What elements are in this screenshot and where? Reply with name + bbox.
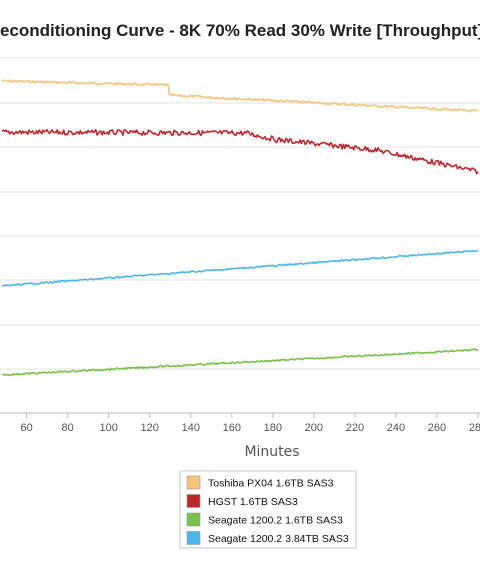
legend-swatch [186,531,201,545]
legend-swatch [186,512,201,527]
legend-swatch [186,475,201,490]
series-lines [1,79,479,377]
legend: Toshiba PX04 1.6TB SAS3 HGST 1.6TB SAS3 Se… [179,470,357,549]
legend-swatch [186,494,201,508]
x-tick-label: 140 [182,422,200,434]
series-line [1,348,479,377]
legend-label: HGST 1.6TB SAS3 [208,496,298,508]
x-tick-label: 220 [346,422,364,434]
x-tick-label: 80 [62,422,74,434]
x-tick-label: 280 [469,422,480,434]
gridlines [0,57,480,370]
x-tick-label: 180 [264,422,282,434]
x-tick-label: 100 [100,422,118,434]
x-tick-label: 260 [428,422,446,434]
series-line [1,128,479,175]
series-line [1,79,479,113]
series-line [1,249,479,287]
x-tick-label: 60 [20,422,32,434]
legend-box [179,470,357,549]
chart-title: Preconditioning Curve - 8K 70% Read 30% … [0,21,480,40]
x-tick-label: 160 [223,422,241,434]
legend-label: Seagate 1200.2 3.84TB SAS3 [208,533,349,545]
legend-label: Toshiba PX04 1.6TB SAS3 [208,478,334,490]
legend-label: Seagate 1200.2 1.6TB SAS3 [208,515,343,527]
x-tick-label: 120 [141,422,159,434]
x-axis-label: Minutes [244,444,299,460]
x-tick-label: 200 [305,422,323,434]
x-tick-label: 240 [387,422,405,434]
x-axis: 60 80 100 120 140 160 180 200 220 240 260 280 [0,412,480,434]
